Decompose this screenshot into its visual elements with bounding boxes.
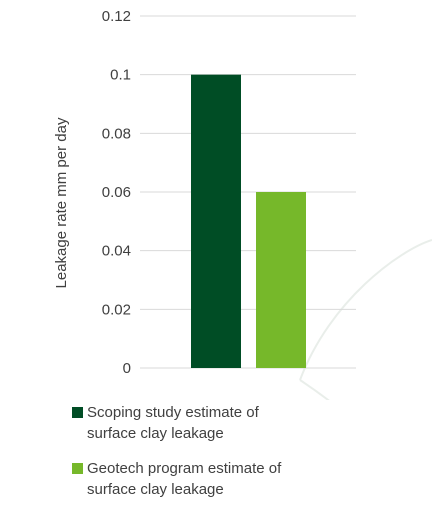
bar-scoping-study — [191, 74, 241, 369]
gridlines — [140, 15, 356, 369]
y-tick-labels: 0 0.02 0.04 0.06 0.08 0.1 0.12 — [102, 8, 131, 377]
legend-swatch — [72, 407, 83, 418]
bar-chart: 0 0.02 0.04 0.06 0.08 0.1 0.12 Leakage rate mm… — [53, 8, 432, 400]
legend: Scoping study estimate of surface clay l… — [72, 402, 372, 514]
y-tick-label: 0.12 — [102, 8, 131, 25]
legend-label: Scoping study estimate of surface clay l… — [87, 404, 259, 442]
y-tick-label: 0.02 — [102, 301, 131, 318]
y-tick-label: 0.04 — [102, 243, 131, 260]
bar-geotech-program — [256, 192, 306, 368]
bars — [191, 74, 306, 369]
legend-item-geotech: Geotech program estimate of surface clay… — [72, 458, 372, 500]
legend-item-scoping: Scoping study estimate of surface clay l… — [72, 402, 372, 444]
y-tick-label: 0.1 — [110, 67, 131, 84]
legend-label: Geotech program estimate of surface clay… — [87, 460, 282, 498]
background-leaf-decoration — [299, 239, 432, 400]
y-tick-label: 0.08 — [102, 125, 131, 142]
y-axis-title: Leakage rate mm per day — [53, 117, 70, 288]
legend-swatch — [72, 463, 83, 474]
y-tick-label: 0 — [123, 360, 131, 377]
y-tick-label: 0.06 — [102, 184, 131, 201]
